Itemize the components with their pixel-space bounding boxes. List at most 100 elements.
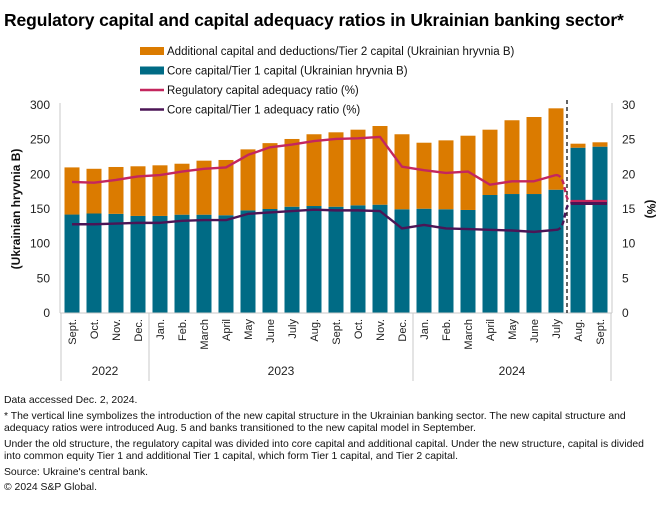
bar-additional-capital — [328, 132, 344, 207]
year-group-label: 2023 — [268, 364, 295, 378]
y-tick-label-left: 200 — [30, 167, 50, 181]
x-tick-label: Sept. — [67, 319, 79, 345]
x-tick-label: Aug. — [573, 319, 585, 342]
y-tick-label-right: 10 — [622, 237, 636, 251]
y-tick-label-right: 30 — [622, 98, 636, 112]
bar-core-capital — [262, 209, 278, 313]
bar-core-capital — [482, 194, 498, 313]
bar-core-capital — [350, 205, 366, 313]
y-tick-label-left: 250 — [30, 133, 50, 147]
x-tick-label: Sept. — [595, 319, 607, 345]
legend: Additional capital and deductions/Tier 2… — [140, 46, 514, 117]
legend-swatch-bar — [140, 47, 164, 55]
legend-label: Regulatory capital adequacy ratio (%) — [167, 85, 359, 97]
copyright-note: © 2024 S&P Global. — [4, 482, 97, 493]
bar-additional-capital — [438, 140, 454, 210]
bar-additional-capital — [526, 116, 542, 195]
bar-core-capital — [328, 206, 344, 313]
bar-additional-capital — [482, 129, 498, 195]
bar-additional-capital — [64, 167, 80, 215]
chart: 0 50 100 150 200 250 300 0 5 10 15 20 25 30 Sept. Oct. N… — [9, 46, 658, 381]
x-tick-label: June — [265, 319, 277, 343]
bar-core-capital — [372, 204, 388, 313]
x-tick-label: May — [507, 319, 519, 340]
y-tick-label-left: 150 — [30, 202, 50, 216]
x-tick-label: Dec. — [397, 319, 409, 342]
regulatory-capital-ratio-line-transition — [555, 173, 572, 203]
y-tick-label-right: 20 — [622, 167, 636, 181]
axes-layer: 0 50 100 150 200 250 300 0 5 10 15 20 25 30 Sept. Oct. N… — [30, 98, 636, 381]
bar-additional-capital — [218, 159, 234, 216]
bar-additional-capital — [130, 166, 146, 216]
legend-label: Additional capital and deductions/Tier 2… — [167, 46, 514, 58]
bar-core-capital — [218, 215, 234, 313]
bar-additional-capital — [240, 149, 256, 211]
chart-title: Regulatory capital and capital adequacy … — [4, 10, 624, 30]
year-group-label: 2022 — [92, 364, 119, 378]
bar-core-capital — [130, 215, 146, 313]
bar-core-capital — [64, 214, 80, 313]
x-tick-label: April — [221, 319, 233, 341]
x-tick-label: Dec. — [133, 319, 145, 342]
footnote-vertical-line: * The vertical line symbolizes the intro… — [4, 410, 626, 435]
data-accessed-note: Data accessed Dec. 2, 2024. — [4, 395, 138, 406]
bar-additional-capital — [262, 143, 278, 209]
bar-core-capital — [438, 209, 454, 313]
y-tick-label-right: 25 — [622, 133, 636, 147]
y-tick-label-left: 100 — [30, 237, 50, 251]
x-tick-label: Feb. — [441, 319, 453, 341]
source-note: Source: Ukraine's central bank. — [4, 466, 149, 478]
x-tick-label: Sept. — [331, 319, 343, 345]
bar-core-capital — [526, 194, 542, 313]
bars-layer — [64, 108, 608, 313]
x-tick-label: April — [485, 319, 497, 341]
bar-core-capital — [416, 208, 432, 313]
bar-core-capital — [460, 209, 476, 313]
year-group-label: 2024 — [499, 364, 526, 378]
bar-additional-capital — [284, 138, 300, 207]
bar-core-capital — [504, 194, 520, 313]
x-tick-label: July — [287, 319, 299, 339]
bar-core-capital — [152, 215, 168, 313]
x-tick-label: March — [463, 319, 475, 350]
y-tick-label-right: 0 — [622, 306, 629, 320]
y-tick-label-right: 5 — [622, 271, 629, 285]
bar-additional-capital — [152, 165, 168, 216]
bar-core-capital — [306, 206, 322, 313]
x-tick-label: Nov. — [375, 319, 387, 341]
x-tick-label: Feb. — [177, 319, 189, 341]
bar-core-capital — [548, 189, 564, 313]
y-tick-label-left: 50 — [37, 271, 51, 285]
bar-additional-capital — [570, 143, 586, 148]
bar-core-capital — [86, 213, 102, 313]
bar-additional-capital — [416, 142, 432, 209]
x-tick-label: Jan. — [419, 319, 431, 340]
core-capital-ratio-line-transition — [555, 202, 572, 231]
bar-additional-capital — [86, 168, 102, 214]
legend-label: Core capital/Tier 1 capital (Ukrainian h… — [167, 66, 408, 78]
chart-notes: Data accessed Dec. 2, 2024. * The vertic… — [4, 395, 656, 498]
bar-core-capital — [284, 206, 300, 313]
y-tick-label-right: 15 — [622, 202, 636, 216]
legend-swatch-bar — [140, 66, 164, 75]
x-tick-label: March — [199, 319, 211, 350]
x-tick-label: May — [243, 319, 255, 340]
bar-core-capital — [174, 214, 190, 313]
legend-label: Core capital/Tier 1 adequacy ratio (%) — [167, 105, 360, 117]
x-tick-label: Oct. — [353, 319, 365, 339]
x-tick-label: Jan. — [155, 319, 167, 340]
bar-additional-capital — [592, 142, 608, 147]
bar-additional-capital — [174, 163, 190, 215]
y-tick-label-left: 0 — [43, 306, 50, 320]
bar-additional-capital — [350, 129, 366, 206]
y-axis-title-left: (Ukrainian hryvnia B) — [9, 149, 23, 270]
bar-additional-capital — [306, 134, 322, 207]
bar-core-capital — [240, 210, 256, 313]
lines-layer — [71, 100, 607, 313]
x-tick-label: June — [529, 319, 541, 343]
x-tick-label: Oct. — [89, 319, 101, 339]
y-axis-title-right: (%) — [644, 200, 658, 219]
bar-core-capital — [570, 147, 586, 313]
x-tick-label: July — [551, 319, 563, 339]
bar-core-capital — [108, 213, 124, 313]
